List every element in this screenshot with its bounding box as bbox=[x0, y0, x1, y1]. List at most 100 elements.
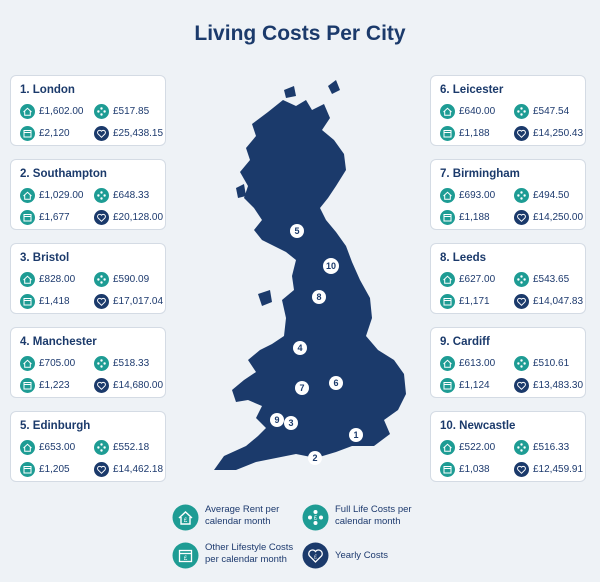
city-card: 5. Edinburgh £653.00 £552.18 £1,205 £14,462.… bbox=[10, 411, 166, 482]
stat-other-value: £1,038 bbox=[459, 464, 490, 475]
stat-other-value: £2,120 bbox=[39, 128, 70, 139]
stat-full-value: £552.18 bbox=[113, 442, 150, 453]
stat-full: £590.09 bbox=[94, 272, 149, 287]
stat-other: £1,171 bbox=[440, 294, 490, 309]
stat-full-value: £517.85 bbox=[113, 106, 150, 117]
people-icon bbox=[94, 272, 109, 287]
stat-yearly-value: £14,047.83 bbox=[533, 296, 584, 307]
stat-other-value: £1,188 bbox=[459, 212, 490, 223]
house-icon bbox=[440, 356, 455, 371]
city-name: 6. Leicester bbox=[440, 84, 504, 96]
people-icon bbox=[94, 104, 109, 119]
heart-icon bbox=[514, 462, 529, 477]
city-name: 4. Manchester bbox=[20, 336, 97, 348]
city-name: 1. London bbox=[20, 84, 75, 96]
stat-rent-value: £640.00 bbox=[459, 106, 496, 117]
stat-yearly-value: £12,459.91 bbox=[533, 464, 584, 475]
stat-other-value: £1,188 bbox=[459, 128, 490, 139]
stat-rent: £705.00 bbox=[20, 356, 75, 371]
map-marker-label: 5 bbox=[294, 226, 299, 236]
map-marker-label: 7 bbox=[299, 383, 304, 393]
city-card: 9. Cardiff £613.00 £510.61 £1,124 £13,483.30 bbox=[430, 327, 586, 398]
stat-other: £1,677 bbox=[20, 210, 70, 225]
stat-yearly-value: £14,250.00 bbox=[533, 212, 584, 223]
stat-yearly: £14,250.00 bbox=[514, 210, 583, 225]
house-icon bbox=[20, 356, 35, 371]
stat-rent: £613.00 bbox=[440, 356, 495, 371]
stat-rent-value: £828.00 bbox=[39, 274, 76, 285]
legend-yearly-label: Yearly Costs bbox=[335, 550, 388, 561]
house-icon bbox=[440, 104, 455, 119]
stat-full-value: £494.50 bbox=[533, 190, 570, 201]
city-card: 6. Leicester £640.00 £547.54 £1,188 £14,250.… bbox=[430, 75, 586, 146]
heart-icon: £ bbox=[302, 542, 329, 569]
house-icon bbox=[20, 272, 35, 287]
map-marker-label: 8 bbox=[316, 292, 321, 302]
house-icon bbox=[440, 272, 455, 287]
stat-full-value: £543.65 bbox=[533, 274, 570, 285]
calendar-icon bbox=[440, 126, 455, 141]
legend-yearly: £ Yearly Costs bbox=[302, 542, 435, 569]
stat-other: £1,205 bbox=[20, 462, 70, 477]
map-marker: 3 bbox=[284, 416, 298, 430]
stat-rent-value: £1,602.00 bbox=[39, 106, 84, 117]
stat-rent-value: £705.00 bbox=[39, 358, 76, 369]
house-icon bbox=[440, 188, 455, 203]
stat-rent: £1,029.00 bbox=[20, 188, 84, 203]
stat-yearly-value: £17,017.04 bbox=[113, 296, 164, 307]
stat-yearly: £14,047.83 bbox=[514, 294, 583, 309]
calendar-icon bbox=[440, 294, 455, 309]
city-card: 3. Bristol £828.00 £590.09 £1,418 £17,017.04 bbox=[10, 243, 166, 314]
island-shape bbox=[328, 80, 340, 94]
stat-yearly: £14,250.43 bbox=[514, 126, 583, 141]
svg-text:£: £ bbox=[314, 555, 317, 561]
city-card: 7. Birmingham £693.00 £494.50 £1,188 £14,250… bbox=[430, 159, 586, 230]
stat-full-value: £547.54 bbox=[533, 106, 570, 117]
map-marker-label: 3 bbox=[288, 418, 293, 428]
city-card: 4. Manchester £705.00 £518.33 £1,223 £14,680… bbox=[10, 327, 166, 398]
stat-rent: £828.00 bbox=[20, 272, 75, 287]
map-marker-label: 10 bbox=[326, 261, 336, 271]
city-name: 5. Edinburgh bbox=[20, 420, 91, 432]
stat-yearly-value: £14,462.18 bbox=[113, 464, 164, 475]
people-icon: £ bbox=[302, 504, 329, 531]
stat-other: £2,120 bbox=[20, 126, 70, 141]
map-marker: 8 bbox=[312, 290, 326, 304]
calendar-icon bbox=[20, 126, 35, 141]
page-title: Living Costs Per City bbox=[194, 22, 406, 45]
svg-text:£: £ bbox=[184, 518, 188, 524]
stat-rent-value: £627.00 bbox=[459, 274, 496, 285]
stat-full: £516.33 bbox=[514, 440, 569, 455]
stat-yearly: £17,017.04 bbox=[94, 294, 163, 309]
stat-other-value: £1,124 bbox=[459, 380, 490, 391]
map-marker: 2 bbox=[308, 451, 322, 465]
stat-full: £552.18 bbox=[94, 440, 149, 455]
legend-other-label: Other Lifestyle Costs per calendar month bbox=[205, 542, 294, 565]
stat-full: £517.85 bbox=[94, 104, 149, 119]
stat-yearly: £14,680.00 bbox=[94, 378, 163, 393]
stat-full: £543.65 bbox=[514, 272, 569, 287]
people-icon bbox=[514, 104, 529, 119]
stat-yearly-value: £14,250.43 bbox=[533, 128, 584, 139]
map-marker: 4 bbox=[293, 341, 307, 355]
city-name: 2. Southampton bbox=[20, 168, 107, 180]
heart-icon bbox=[514, 294, 529, 309]
heart-icon bbox=[94, 210, 109, 225]
island-shape bbox=[284, 86, 296, 98]
house-icon bbox=[440, 440, 455, 455]
stat-yearly: £25,438.15 bbox=[94, 126, 163, 141]
stat-rent-value: £693.00 bbox=[459, 190, 496, 201]
legend-full-label: Full Life Costs per calendar month bbox=[335, 504, 412, 527]
legend-full: £ Full Life Costs per calendar month bbox=[302, 504, 435, 531]
people-icon bbox=[94, 440, 109, 455]
people-icon bbox=[514, 188, 529, 203]
city-name: 9. Cardiff bbox=[440, 336, 490, 348]
island-shape bbox=[258, 290, 272, 306]
people-icon bbox=[514, 272, 529, 287]
people-icon bbox=[514, 356, 529, 371]
stat-other: £1,188 bbox=[440, 126, 490, 141]
stat-yearly-value: £20,128.00 bbox=[113, 212, 164, 223]
stat-rent: £627.00 bbox=[440, 272, 495, 287]
heart-icon bbox=[94, 294, 109, 309]
stat-rent-value: £653.00 bbox=[39, 442, 76, 453]
